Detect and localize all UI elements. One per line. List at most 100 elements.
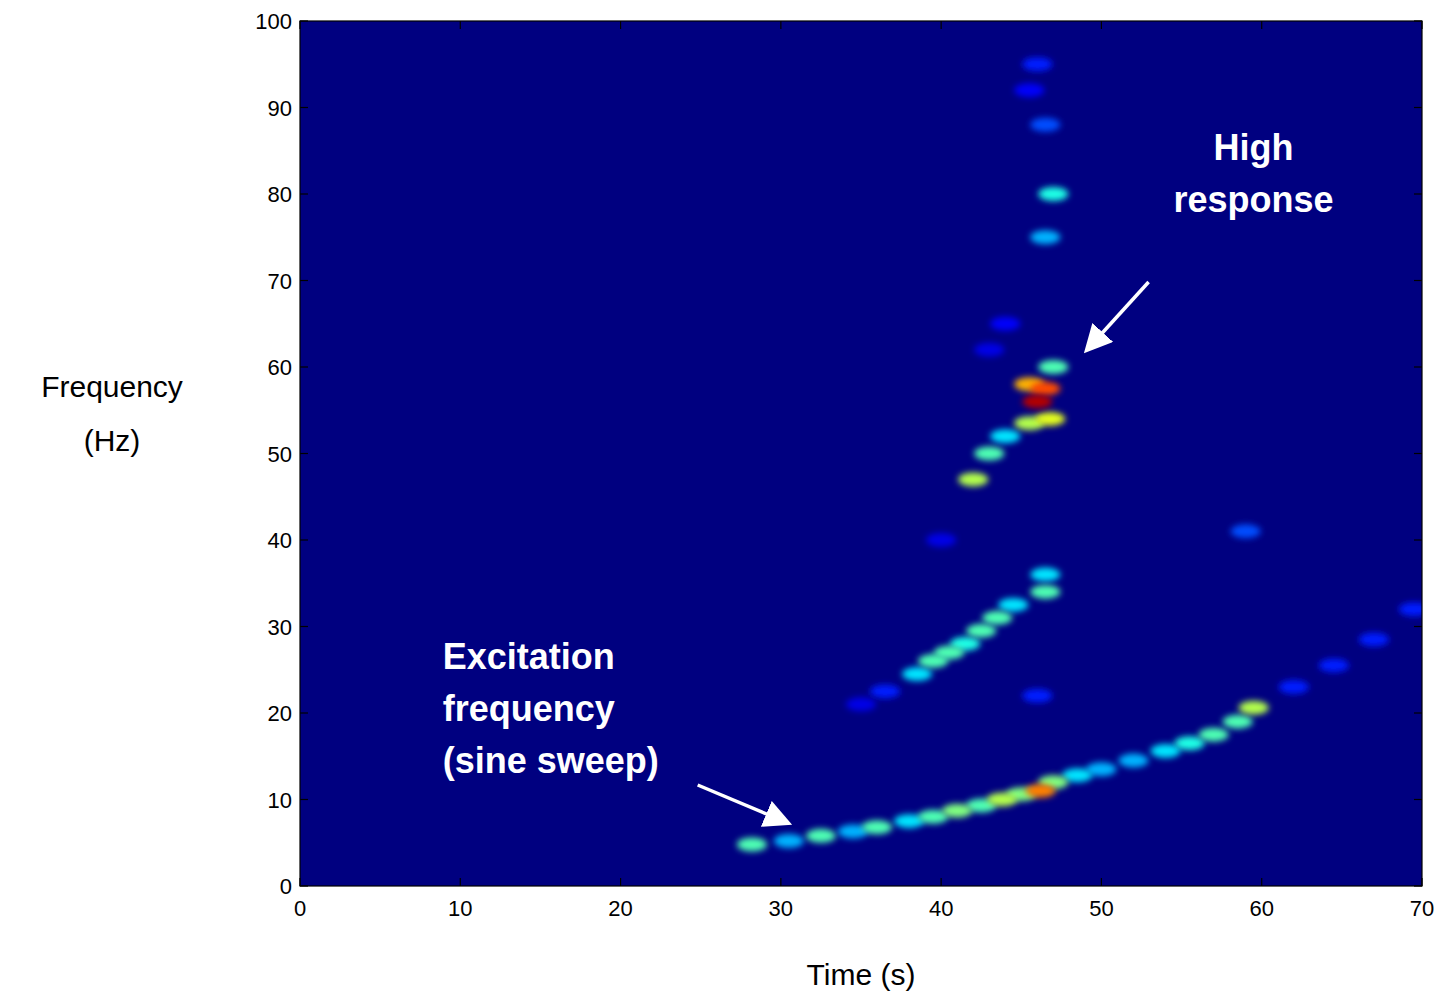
spectrogram-cell	[1022, 689, 1052, 703]
spectrogram-cell	[737, 837, 767, 851]
spectrogram-cell	[902, 667, 932, 681]
y-tick	[300, 712, 308, 713]
y-tick	[1414, 885, 1422, 886]
spectrogram-cell	[1030, 585, 1060, 599]
spectrogram-cell	[934, 645, 964, 659]
spectrogram-cell	[942, 804, 972, 818]
annotation: Highresponse	[1089, 127, 1334, 348]
y-axis-title: Frequency(Hz)	[41, 370, 183, 457]
spectrogram-cell	[998, 598, 1028, 612]
spectrogram-cell	[1030, 230, 1060, 244]
spectrogram-cell	[1175, 736, 1205, 750]
plot-frame	[300, 21, 1422, 886]
spectrogram-cell	[1279, 680, 1309, 694]
x-tick-label: 10	[448, 896, 472, 921]
annotation-text: Excitationfrequency(sine sweep)	[443, 636, 659, 781]
y-tick	[1414, 107, 1422, 108]
x-tick-label: 60	[1249, 896, 1273, 921]
x-tick	[299, 878, 300, 886]
y-tick	[300, 539, 308, 540]
y-tick	[300, 366, 308, 367]
y-tick	[1414, 626, 1422, 627]
annotation-arrow	[1089, 282, 1149, 348]
spectrogram-cell	[1359, 632, 1389, 646]
spectrogram-cell	[982, 611, 1012, 625]
x-tick	[460, 21, 461, 29]
y-tick-label: 100	[255, 9, 292, 34]
x-tick	[941, 878, 942, 886]
x-tick-label: 50	[1089, 896, 1113, 921]
spectrogram-cell	[774, 834, 804, 848]
chart: 0102030405060700102030405060708090100Tim…	[0, 0, 1445, 1002]
y-tick	[300, 280, 308, 281]
spectrogram-cell	[1038, 360, 1068, 374]
y-tick	[300, 626, 308, 627]
spectrogram-cell	[966, 624, 996, 638]
spectrogram-cell	[1319, 658, 1349, 672]
spectrogram-cell	[1030, 568, 1060, 582]
spectrogram-cell	[1223, 715, 1253, 729]
spectrogram-cell	[1030, 118, 1060, 132]
y-tick	[1414, 280, 1422, 281]
x-tick-label: 0	[294, 896, 306, 921]
y-tick	[1414, 539, 1422, 540]
y-tick-label: 0	[280, 874, 292, 899]
spectrogram-cell	[1022, 395, 1052, 409]
spectrogram-cell	[1199, 728, 1229, 742]
annotation-text: Highresponse	[1174, 127, 1334, 220]
y-tick	[1414, 712, 1422, 713]
spectrogram-cell	[806, 829, 836, 843]
y-tick-label: 90	[268, 96, 292, 121]
spectrogram-cell	[974, 447, 1004, 461]
x-tick	[620, 21, 621, 29]
x-tick	[620, 878, 621, 886]
spectrogram-cell	[1014, 83, 1044, 97]
spectrogram-cell	[987, 793, 1017, 807]
spectrogram-cell	[1035, 412, 1065, 426]
y-tick-label: 40	[268, 528, 292, 553]
spectrogram-cell	[990, 317, 1020, 331]
spectrogram-cell	[1399, 602, 1422, 616]
spectrogram-cell	[1038, 187, 1068, 201]
x-axis-title: Time (s)	[807, 958, 916, 991]
x-tick	[299, 21, 300, 29]
x-tick	[1101, 878, 1102, 886]
x-tick	[1261, 878, 1262, 886]
y-tick-label: 50	[268, 442, 292, 467]
x-tick	[460, 878, 461, 886]
x-tick-label: 20	[608, 896, 632, 921]
x-tick-label: 30	[769, 896, 793, 921]
spectrogram-cell	[958, 472, 988, 486]
spectrogram-cell	[926, 533, 956, 547]
y-tick-label: 70	[268, 269, 292, 294]
y-tick	[1414, 20, 1422, 21]
y-tick-label: 30	[268, 615, 292, 640]
y-tick-label: 60	[268, 355, 292, 380]
x-tick	[780, 878, 781, 886]
x-tick-label: 40	[929, 896, 953, 921]
annotation: Excitationfrequency(sine sweep)	[443, 636, 786, 822]
spectrogram-cell	[1022, 57, 1052, 71]
y-tick	[300, 107, 308, 108]
spectrogram	[737, 57, 1422, 851]
spectrogram-cell	[862, 820, 892, 834]
spectrogram-cell	[990, 429, 1020, 443]
y-tick	[1414, 453, 1422, 454]
spectrogram-cell	[846, 697, 876, 711]
y-tick	[300, 20, 308, 21]
spectrogram-cell	[870, 684, 900, 698]
y-tick-label: 10	[268, 788, 292, 813]
y-tick-label: 20	[268, 701, 292, 726]
spectrogram-cell	[974, 343, 1004, 357]
y-tick	[300, 799, 308, 800]
x-tick	[941, 21, 942, 29]
y-tick	[1414, 193, 1422, 194]
x-tick	[1421, 21, 1422, 29]
y-tick	[1414, 799, 1422, 800]
spectrogram-cell	[1030, 382, 1060, 396]
y-tick	[300, 885, 308, 886]
y-tick	[300, 453, 308, 454]
x-tick	[780, 21, 781, 29]
spectrogram-cell	[1231, 524, 1261, 538]
plot-background	[300, 21, 1422, 886]
